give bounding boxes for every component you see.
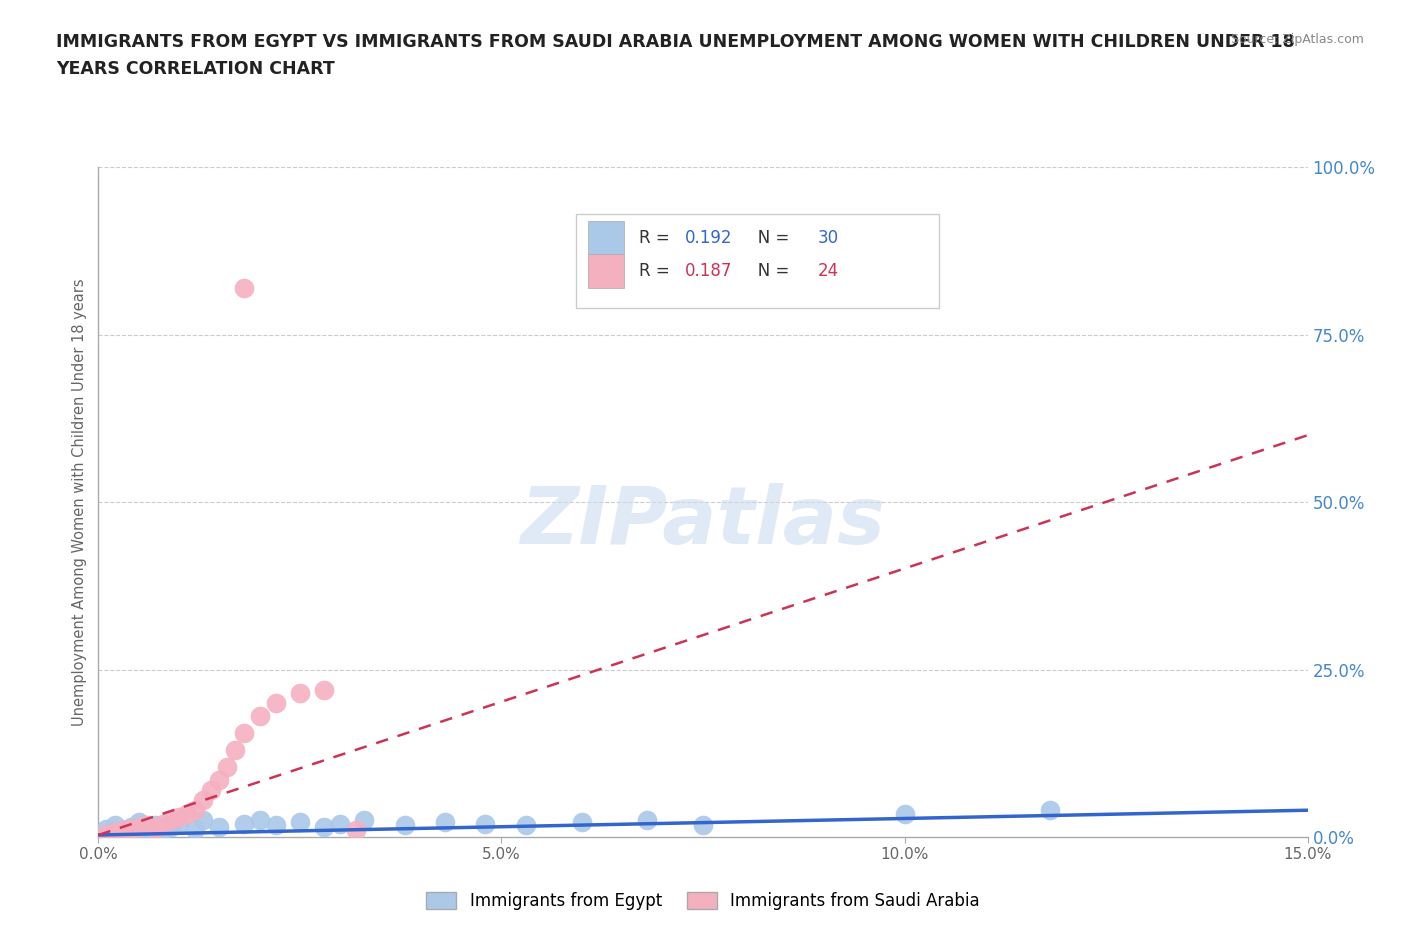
Point	[200, 783, 222, 798]
Point	[264, 696, 287, 711]
Point	[193, 792, 215, 807]
Text: Source: ZipAtlas.com: Source: ZipAtlas.com	[1230, 33, 1364, 46]
Point	[394, 817, 416, 832]
Point	[208, 773, 231, 788]
Point	[232, 281, 254, 296]
Text: N =: N =	[742, 229, 794, 246]
Point	[103, 817, 125, 832]
Point	[232, 817, 254, 831]
Point	[571, 815, 593, 830]
Text: 0.192: 0.192	[685, 229, 733, 246]
Point	[143, 821, 166, 836]
Point	[128, 824, 150, 839]
Point	[232, 725, 254, 740]
Point	[128, 819, 150, 834]
Point	[193, 813, 215, 828]
Point	[344, 823, 367, 838]
Legend: Immigrants from Egypt, Immigrants from Saudi Arabia: Immigrants from Egypt, Immigrants from S…	[419, 885, 987, 917]
Text: 24: 24	[818, 262, 839, 280]
Point	[135, 817, 157, 832]
Point	[515, 817, 537, 832]
Point	[329, 817, 352, 831]
Point	[692, 817, 714, 832]
Point	[1039, 803, 1062, 817]
Text: 0.187: 0.187	[685, 262, 733, 280]
Point	[120, 821, 142, 836]
Point	[893, 806, 915, 821]
Point	[135, 821, 157, 836]
Text: N =: N =	[742, 262, 794, 280]
Bar	[588, 255, 624, 288]
Point	[103, 824, 125, 839]
Point	[249, 709, 271, 724]
Point	[128, 815, 150, 830]
Point	[111, 823, 134, 838]
Point	[184, 821, 207, 836]
Point	[167, 817, 190, 831]
Text: R =: R =	[638, 262, 675, 280]
Point	[217, 759, 239, 774]
Text: IMMIGRANTS FROM EGYPT VS IMMIGRANTS FROM SAUDI ARABIA UNEMPLOYMENT AMONG WOMEN W: IMMIGRANTS FROM EGYPT VS IMMIGRANTS FROM…	[56, 33, 1295, 50]
Point	[434, 815, 457, 830]
Point	[152, 823, 174, 838]
Point	[96, 826, 118, 841]
Point	[264, 817, 287, 832]
Text: R =: R =	[638, 229, 675, 246]
Point	[314, 683, 336, 698]
Point	[120, 819, 142, 834]
Y-axis label: Unemployment Among Women with Children Under 18 years: Unemployment Among Women with Children U…	[72, 278, 87, 726]
Point	[224, 742, 246, 757]
Point	[314, 819, 336, 834]
Point	[208, 819, 231, 834]
Text: 30: 30	[818, 229, 839, 246]
Point	[353, 813, 375, 828]
Point	[288, 815, 311, 830]
Text: ZIPatlas: ZIPatlas	[520, 484, 886, 562]
Point	[96, 821, 118, 836]
Point	[160, 813, 183, 828]
Point	[167, 809, 190, 824]
Point	[249, 813, 271, 828]
Bar	[588, 221, 624, 255]
Text: YEARS CORRELATION CHART: YEARS CORRELATION CHART	[56, 60, 335, 78]
FancyBboxPatch shape	[576, 214, 939, 308]
Point	[111, 823, 134, 838]
Point	[143, 817, 166, 832]
Point	[636, 813, 658, 828]
Point	[160, 819, 183, 834]
Point	[184, 803, 207, 817]
Point	[176, 806, 198, 821]
Point	[152, 817, 174, 831]
Point	[288, 685, 311, 700]
Point	[474, 817, 496, 831]
